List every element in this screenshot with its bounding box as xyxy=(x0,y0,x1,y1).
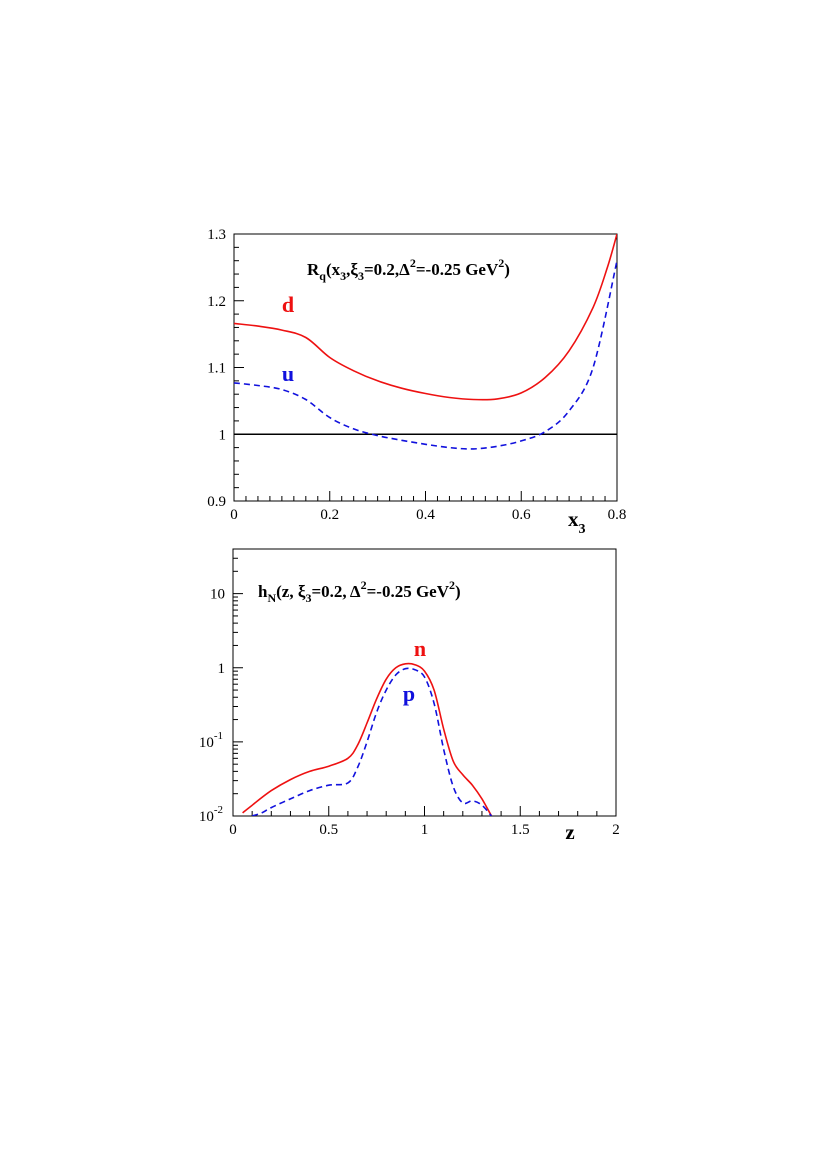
y-tick-label: 10-1 xyxy=(199,730,223,751)
x-tick-label: 0.8 xyxy=(608,507,627,523)
x-tick-label: 0.6 xyxy=(512,507,531,523)
x-tick-label: 1.5 xyxy=(511,822,530,838)
x-tick-label: 0.5 xyxy=(319,822,338,838)
series-line-u xyxy=(234,260,617,450)
series-line-d xyxy=(234,234,617,401)
x-tick-label: 1 xyxy=(421,822,429,838)
series-label-n: n xyxy=(414,636,426,661)
x-tick-label: 0.2 xyxy=(320,507,339,523)
series-label-p: p xyxy=(403,681,415,706)
x-tick-label: 0.4 xyxy=(416,507,435,523)
y-tick-label: 1.1 xyxy=(207,361,226,377)
y-tick-label: 1.2 xyxy=(207,294,226,310)
y-tick-label: 0.9 xyxy=(207,494,226,510)
y-tick-label: 10-2 xyxy=(199,804,223,825)
x-tick-label: 0 xyxy=(229,822,237,838)
series-label-u: u xyxy=(282,361,294,386)
series-line-p xyxy=(251,667,493,816)
y-tick-label: 1.3 xyxy=(207,227,226,243)
chart-distribution: 0 0.5 1 1.5 2 10-2 10-1 1 10 np hN(z, ξ3=0.2, Δ2=-… xyxy=(199,548,620,844)
x-axis-label: z xyxy=(565,820,574,844)
chart-title: Rq(x3,ξ3=0.2,Δ2=-0.25 GeV2) xyxy=(307,256,510,283)
y-tick-label: 1 xyxy=(218,661,226,677)
x-tick-label: 0 xyxy=(230,507,238,523)
chart-title: hN(z, ξ3=0.2, Δ2=-0.25 GeV2) xyxy=(258,578,461,605)
series-label-d: d xyxy=(282,292,294,317)
x-tick-label: 2 xyxy=(612,822,620,838)
y-tick-label: 10 xyxy=(210,587,225,603)
x-axis-label: x3 xyxy=(568,507,586,537)
y-tick-label: 1 xyxy=(219,427,227,443)
series-line-n xyxy=(242,662,493,816)
chart-ratio: 0 0.2 0.4 0.6 0.8 0.9 1 1.1 1.2 1.3 d u Rq(x3,ξ3=0.2… xyxy=(207,227,626,537)
